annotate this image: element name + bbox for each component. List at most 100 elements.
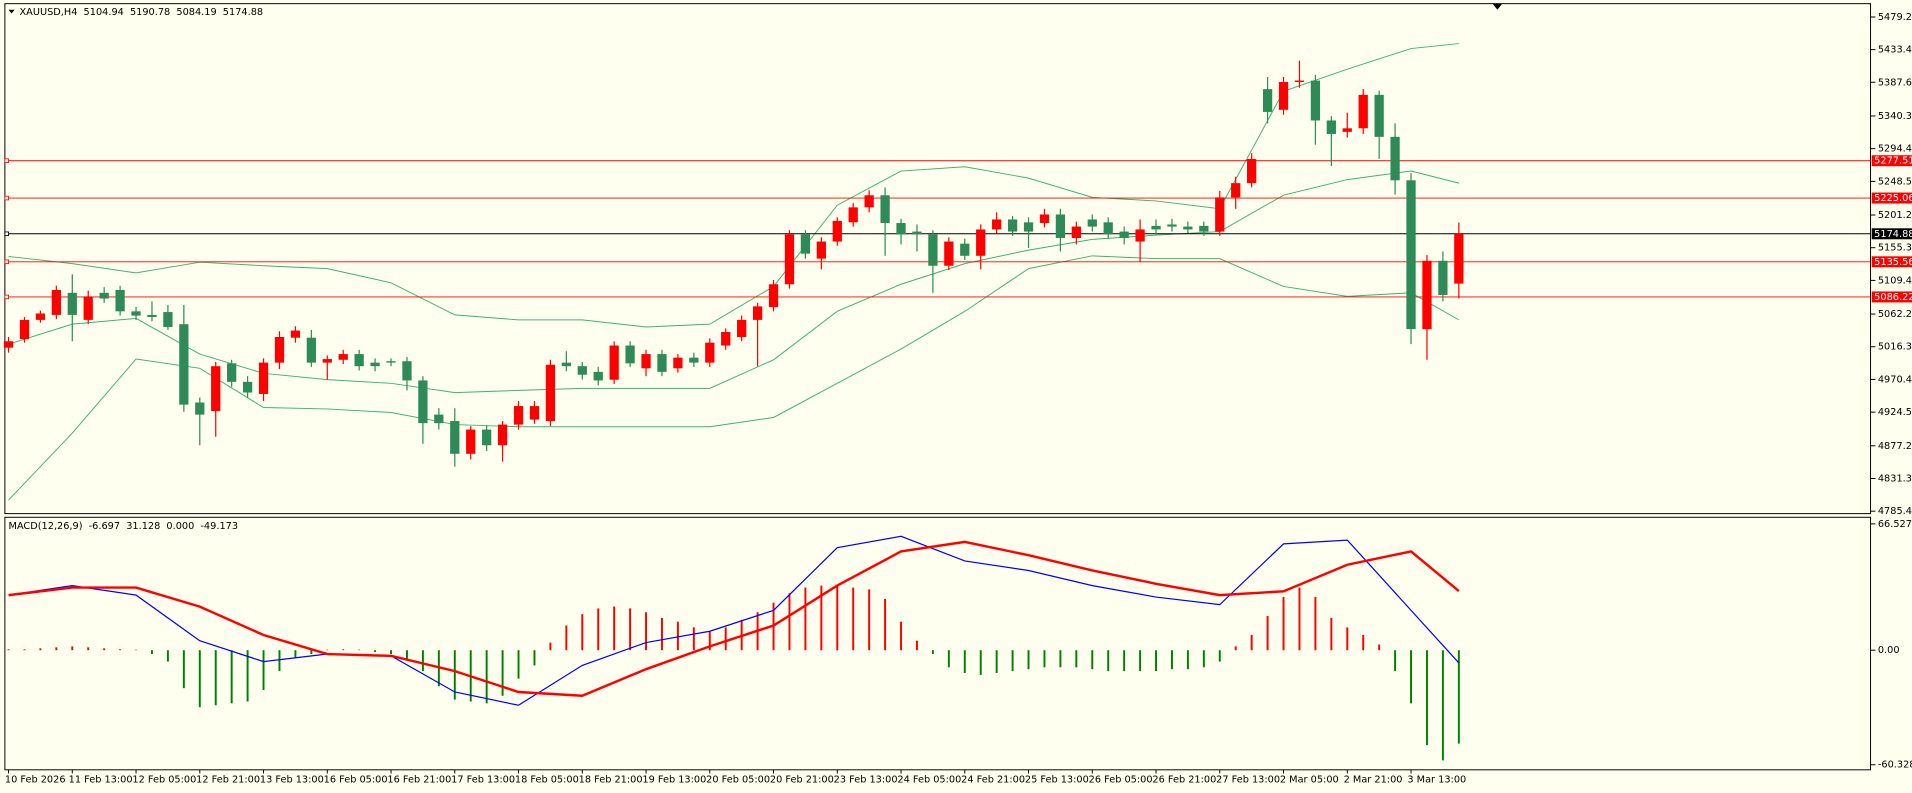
shift-marker[interactable] bbox=[1492, 3, 1503, 10]
candle-body bbox=[1278, 82, 1289, 110]
candle-body bbox=[960, 243, 970, 256]
candle-body bbox=[609, 345, 619, 380]
candle-body bbox=[1199, 225, 1209, 232]
x-tick-label: 20 Feb 05:00 bbox=[706, 775, 770, 786]
candle-body bbox=[1422, 260, 1432, 330]
x-tick-label: 24 Feb 21:00 bbox=[961, 775, 1025, 786]
candle-body bbox=[864, 195, 874, 208]
y-tick-label: 5016.30 bbox=[1878, 342, 1912, 353]
y-tick-label: 4924.50 bbox=[1878, 407, 1912, 418]
candle-body bbox=[242, 381, 253, 393]
candle-body bbox=[1262, 89, 1273, 112]
candle-body bbox=[1007, 219, 1018, 232]
candle-body bbox=[258, 362, 269, 394]
level-handle bbox=[4, 195, 9, 201]
candle-body bbox=[147, 314, 157, 318]
candle-body bbox=[752, 306, 763, 320]
candle-body bbox=[1039, 214, 1050, 224]
candle-body bbox=[131, 311, 141, 316]
x-tick-label: 27 Feb 13:00 bbox=[1216, 775, 1280, 786]
candle-body bbox=[912, 231, 922, 235]
open-readout: 5104.94 bbox=[84, 7, 124, 18]
level-handle bbox=[4, 231, 9, 237]
y-tick-label: 5340.30 bbox=[1878, 111, 1912, 122]
macd-histogram-readout: -49.173 bbox=[200, 521, 238, 532]
x-tick-label: 11 Feb 13:00 bbox=[69, 775, 133, 786]
candle-body bbox=[721, 332, 731, 346]
candle-body bbox=[1406, 180, 1416, 330]
low-readout: 5084.19 bbox=[176, 7, 216, 18]
candle-body bbox=[657, 354, 667, 372]
candle-body bbox=[274, 336, 285, 363]
candle-body bbox=[944, 241, 954, 266]
bollinger-band bbox=[8, 170, 1459, 394]
x-tick-label: 2 Mar 21:00 bbox=[1344, 775, 1403, 786]
level-label-box bbox=[1871, 291, 1912, 303]
macd-signal-readout: 31.128 bbox=[126, 521, 160, 532]
x-tick-label: 19 Feb 13:00 bbox=[642, 775, 706, 786]
macd-signal-line bbox=[8, 540, 1460, 698]
y-tick-label: 5248.50 bbox=[1878, 176, 1912, 187]
candle-body bbox=[482, 429, 492, 446]
candle-body bbox=[83, 296, 93, 320]
candle-body bbox=[1294, 80, 1305, 83]
x-tick-label: 16 Feb 21:00 bbox=[387, 775, 451, 786]
bollinger-band bbox=[8, 43, 1459, 328]
y-tick-label: 5294.40 bbox=[1878, 144, 1912, 155]
level-label: 5174.88 bbox=[1874, 229, 1912, 240]
candle-body bbox=[1167, 224, 1177, 227]
y-tick-label: 5433.45 bbox=[1878, 45, 1912, 56]
candle-body bbox=[561, 362, 571, 367]
macd-extra-readout: 0.000 bbox=[166, 521, 194, 532]
candle-body bbox=[466, 429, 476, 454]
menu-arrow[interactable] bbox=[8, 9, 15, 14]
candle-body bbox=[848, 207, 858, 223]
candle-body bbox=[1310, 80, 1321, 121]
candle-body bbox=[577, 366, 587, 375]
y-tick-label: 66.527 bbox=[1878, 519, 1912, 530]
candle-body bbox=[1183, 226, 1193, 230]
price-panel bbox=[4, 3, 1872, 515]
candle-body bbox=[800, 234, 811, 254]
candle-body bbox=[354, 354, 364, 367]
candle-body bbox=[1390, 136, 1400, 181]
candle-body bbox=[928, 234, 938, 266]
candle-body bbox=[51, 289, 61, 315]
x-tick-label: 25 Feb 13:00 bbox=[1025, 775, 1089, 786]
macd-panel bbox=[4, 516, 1872, 771]
level-label-box bbox=[1871, 192, 1912, 204]
y-tick-label: 4877.25 bbox=[1878, 441, 1912, 452]
candle-body bbox=[1438, 260, 1448, 295]
candle-body bbox=[1247, 158, 1257, 184]
candle-body bbox=[19, 319, 30, 340]
x-tick-label: 17 Feb 13:00 bbox=[451, 775, 515, 786]
chart-title: XAUUSD,H4 bbox=[20, 7, 78, 18]
x-tick-label: 18 Feb 05:00 bbox=[515, 775, 579, 786]
candle-body bbox=[290, 330, 301, 338]
y-tick-label: 5201.25 bbox=[1878, 210, 1912, 221]
y-tick-label: 5062.20 bbox=[1878, 309, 1912, 320]
x-tick-label: 20 Feb 21:00 bbox=[770, 775, 834, 786]
candle-body bbox=[99, 292, 109, 299]
candle-body bbox=[450, 421, 460, 454]
candle-body bbox=[705, 342, 715, 363]
candle-body bbox=[880, 195, 890, 224]
x-tick-label: 12 Feb 05:00 bbox=[132, 775, 196, 786]
candle-body bbox=[195, 402, 205, 415]
level-label-box bbox=[1871, 228, 1912, 240]
candle-body bbox=[625, 345, 635, 364]
y-tick-label: 4785.45 bbox=[1878, 506, 1912, 517]
level-label: 5135.56 bbox=[1874, 257, 1912, 268]
candle-body bbox=[832, 220, 842, 242]
level-handle bbox=[4, 294, 9, 300]
x-tick-label: 26 Feb 21:00 bbox=[1152, 775, 1216, 786]
candle-body bbox=[3, 341, 14, 348]
high-readout: 5190.78 bbox=[130, 7, 170, 18]
candle-body bbox=[179, 324, 189, 405]
candle-body bbox=[768, 284, 779, 308]
candle-body bbox=[976, 229, 986, 256]
candle-body bbox=[35, 313, 46, 320]
x-tick-label: 26 Feb 05:00 bbox=[1089, 775, 1153, 786]
x-tick-label: 2 Mar 05:00 bbox=[1280, 775, 1339, 786]
